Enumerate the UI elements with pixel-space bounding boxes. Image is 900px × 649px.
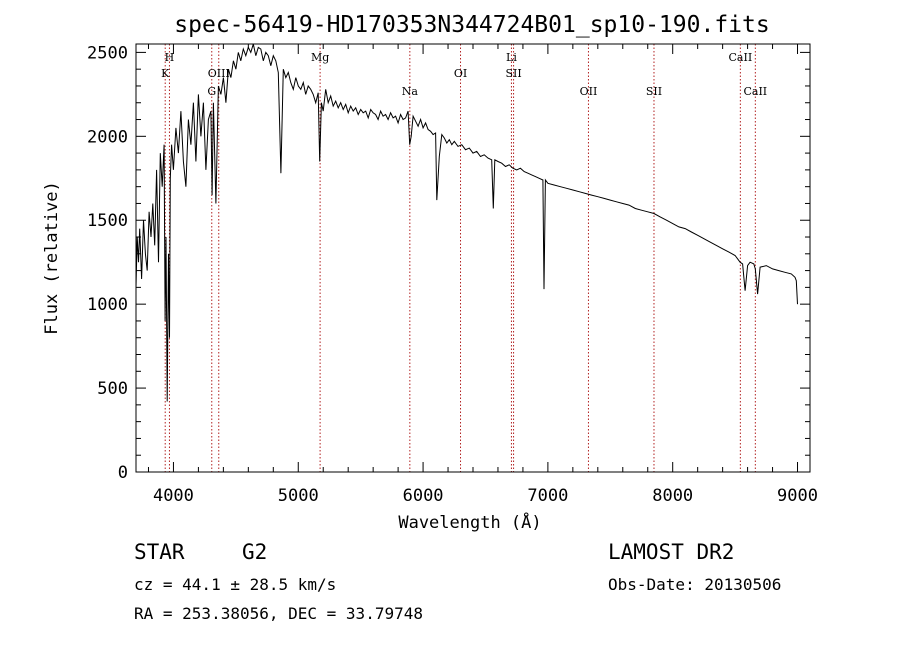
y-tick-label: 2000 (87, 127, 128, 147)
spectral-line-label: K (161, 67, 170, 80)
spectral-line-label: OI (454, 67, 467, 80)
x-tick-label: 5000 (278, 486, 319, 506)
coordinates-text: RA = 253.38056, DEC = 33.79748 (134, 604, 423, 623)
x-tick-label: 8000 (652, 486, 693, 506)
y-tick-label: 2500 (87, 43, 128, 63)
observation-date: Obs-Date: 20130506 (608, 575, 781, 594)
object-class: STAR (134, 540, 185, 564)
y-axis-ticks: 0 500 1000 1500 2000 2500 (87, 43, 810, 483)
y-tick-label: 0 (118, 463, 128, 483)
y-tick-label: 1500 (87, 211, 128, 231)
spectral-line-label: SII (505, 67, 521, 80)
x-tick-label: 7000 (527, 486, 568, 506)
plot-frame (135, 43, 811, 473)
spectral-line-markers (164, 44, 756, 472)
x-tick-label: 6000 (403, 486, 444, 506)
y-tick-label: 500 (97, 379, 128, 399)
spectrum-line (135, 43, 798, 402)
spectral-line-label: CaII (729, 51, 753, 64)
x-axis-label: Wavelength (Å) (398, 511, 541, 533)
x-tick-label: 4000 (153, 486, 194, 506)
y-tick-label: 1000 (87, 295, 128, 315)
spectral-line-label: SII (646, 85, 662, 98)
chart-title: spec-56419-HD170353N344724B01_sp10-190.f… (174, 12, 769, 38)
y-axis-label: Flux (relative) (42, 181, 62, 335)
x-tick-label: 9000 (777, 486, 818, 506)
spectral-line-label: CaII (743, 85, 767, 98)
spectral-line-label: Mg (311, 51, 329, 64)
spectral-line-label: Na (402, 85, 419, 98)
object-subclass: G2 (242, 540, 267, 564)
spectral-line-label: Li (506, 51, 517, 64)
spectral-line-labels: HK OIII G Mg Na OI Li SII OII SII CaII CaII (161, 51, 767, 98)
survey-name: LAMOST DR2 (608, 540, 734, 564)
spectral-line-label: OIII (208, 67, 230, 80)
spectral-line-label: OII (580, 85, 598, 98)
redshift-text: cz = 44.1 ± 28.5 km/s (134, 575, 336, 594)
x-axis-ticks: 4000 5000 6000 7000 8000 9000 (147, 44, 818, 506)
spectral-line-label: H (165, 51, 175, 64)
spectral-line-label: G (207, 85, 216, 98)
